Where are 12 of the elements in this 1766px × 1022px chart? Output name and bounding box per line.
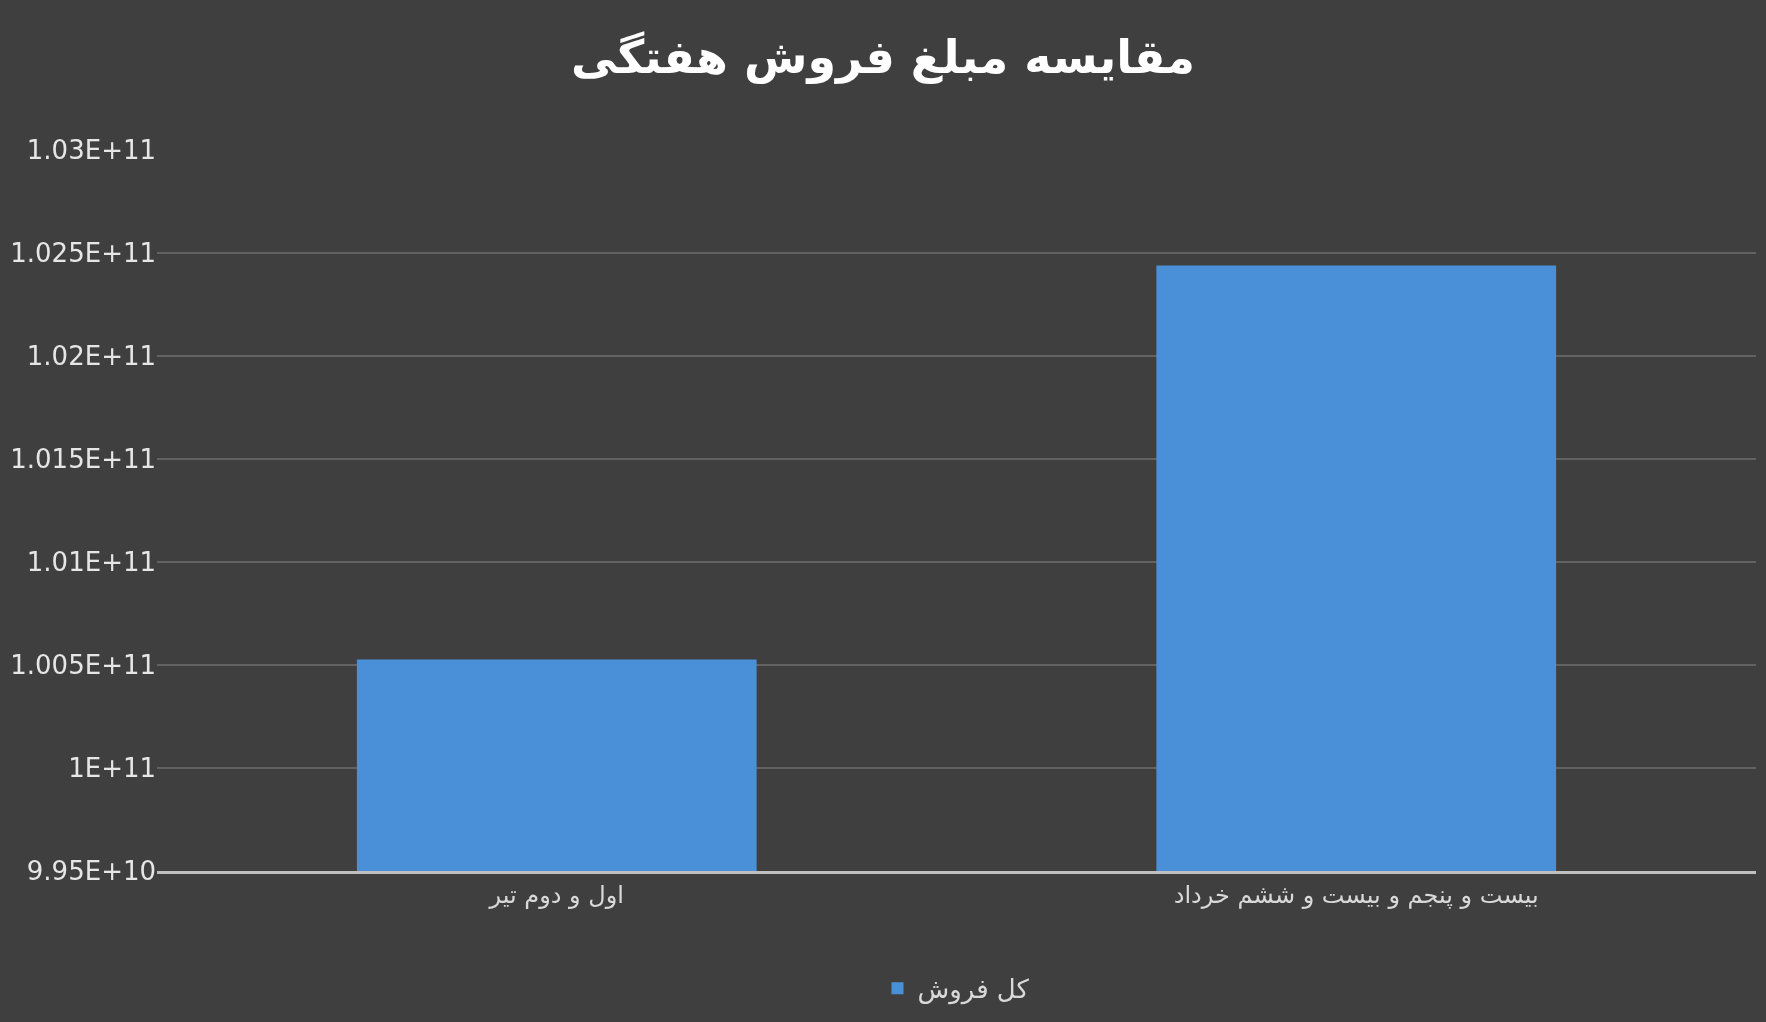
y-tick-label: 9.95E+10: [26, 856, 156, 887]
y-tick-label: 1.01E+11: [26, 547, 156, 578]
y-tick-label: 1E+11: [68, 753, 156, 784]
x-tick-label: اول و دوم تیر: [488, 880, 624, 909]
x-tick-label: بیست و پنجم و بیست و ششم خرداد: [1173, 880, 1539, 909]
y-tick-label: 1.005E+11: [10, 650, 156, 681]
y-tick-label: 1.02E+11: [26, 341, 156, 372]
y-tick-label: 1.015E+11: [10, 444, 156, 475]
chart-title: مقایسه مبلغ فروش هفتگی: [570, 30, 1196, 85]
y-tick-label: 1.03E+11: [26, 135, 156, 166]
legend-label: کل فروش: [917, 974, 1030, 1006]
y-tick-label: 1.025E+11: [10, 238, 156, 269]
